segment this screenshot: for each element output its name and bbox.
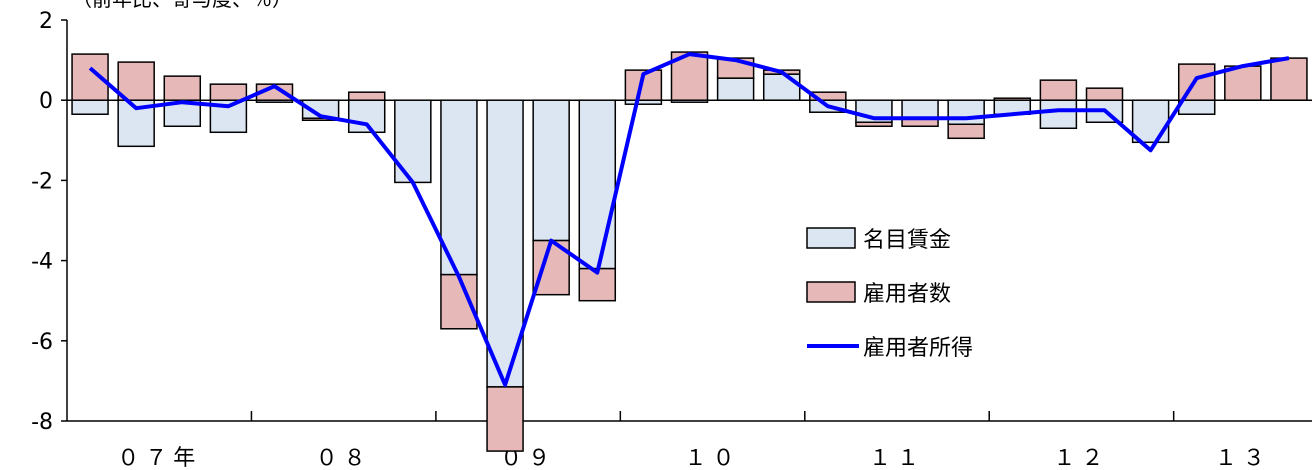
bar-employees — [809, 91, 847, 101]
bar-nominal-wage — [1039, 99, 1078, 130]
unit-label: （前年比、寄与度、％） — [72, 0, 292, 11]
x-year-label: ０８ — [316, 446, 372, 470]
bar-nominal-wage — [71, 99, 109, 115]
bar-employees — [117, 61, 155, 101]
bar-nominal-wage — [440, 99, 478, 276]
y-tick-label: -6 — [31, 330, 53, 355]
bar-nominal-wage — [1131, 99, 1170, 144]
x-year-label: １３ — [1215, 446, 1271, 470]
y-tick-label: -8 — [31, 410, 53, 435]
bar-employees — [347, 91, 386, 101]
x-year-label: １２ — [1053, 446, 1109, 470]
x-year-label: １０ — [685, 446, 741, 470]
bar-nominal-wage — [716, 77, 755, 101]
bar-employees — [947, 123, 985, 140]
bar-employees — [163, 75, 202, 101]
y-tick-label: -2 — [31, 169, 53, 194]
bar-nominal-wage — [947, 99, 985, 126]
legend-label-employees: 雇用者数 — [863, 282, 951, 307]
bar-nominal-wage — [486, 99, 524, 388]
bar-nominal-wage — [532, 99, 570, 242]
bar-employees — [855, 121, 893, 128]
bar-nominal-wage — [762, 73, 801, 101]
bar-nominal-wage — [901, 99, 939, 119]
legend-swatch-nominal-wage — [806, 227, 856, 249]
legend-label-nominal-wage: 名目賃金 — [863, 228, 951, 253]
bar-employees — [1270, 57, 1308, 101]
bar-employees — [1039, 79, 1078, 101]
bars-layer — [71, 51, 1308, 452]
y-tick-label: 2 — [39, 9, 53, 34]
bar-nominal-wage — [578, 99, 617, 270]
legend-swatch-employees — [806, 281, 856, 303]
bar-employees — [486, 386, 524, 452]
x-year-label: １１ — [869, 446, 925, 470]
bar-employees — [1224, 65, 1262, 101]
bar-nominal-wage — [394, 99, 432, 184]
y-tick-label: 0 — [39, 89, 53, 114]
bar-employees — [993, 97, 1032, 101]
line-employee-income — [88, 52, 1290, 387]
bar-nominal-wage — [1177, 99, 1216, 115]
y-tick-label: -4 — [31, 250, 53, 275]
bar-employees — [209, 83, 248, 101]
bar-employees — [1085, 87, 1124, 101]
x-year-label: ０７年 — [117, 446, 201, 470]
line-layer — [88, 52, 1290, 387]
legend-label-employee-income: 雇用者所得 — [863, 336, 973, 361]
